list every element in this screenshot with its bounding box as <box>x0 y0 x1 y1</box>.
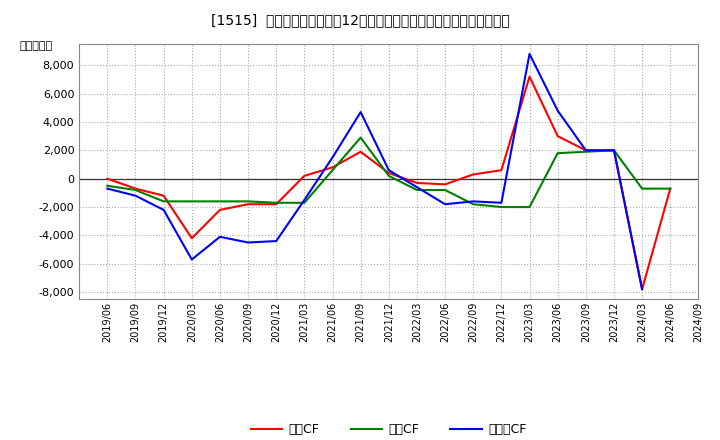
投資CF <box>103 183 112 188</box>
フリーCF <box>131 193 140 198</box>
営業CF <box>215 207 224 213</box>
フリーCF <box>610 148 618 153</box>
投資CF <box>497 205 505 210</box>
投資CF <box>554 150 562 156</box>
フリーCF <box>554 108 562 113</box>
フリーCF <box>215 234 224 239</box>
投資CF <box>384 173 393 179</box>
フリーCF <box>638 286 647 292</box>
投資CF <box>300 200 309 205</box>
投資CF <box>131 187 140 193</box>
フリーCF <box>187 257 196 262</box>
フリーCF <box>244 240 253 245</box>
営業CF <box>666 186 675 191</box>
営業CF <box>441 182 449 187</box>
営業CF <box>103 176 112 181</box>
投資CF <box>215 199 224 204</box>
フリーCF <box>582 148 590 153</box>
営業CF <box>582 148 590 153</box>
Line: フリーCF: フリーCF <box>107 54 642 289</box>
営業CF <box>328 165 337 170</box>
投資CF <box>469 202 477 207</box>
Text: [1515]  キャッシュフローの12か月移動合計の対前年同期増減額の推移: [1515] キャッシュフローの12か月移動合計の対前年同期増減額の推移 <box>211 13 509 27</box>
フリーCF <box>272 238 281 244</box>
投資CF <box>666 186 675 191</box>
営業CF <box>159 193 168 198</box>
投資CF <box>441 187 449 193</box>
営業CF <box>638 286 647 292</box>
フリーCF <box>497 200 505 205</box>
投資CF <box>610 148 618 153</box>
営業CF <box>187 235 196 241</box>
フリーCF <box>469 199 477 204</box>
営業CF <box>497 168 505 173</box>
フリーCF <box>103 186 112 191</box>
フリーCF <box>300 197 309 202</box>
投資CF <box>159 199 168 204</box>
投資CF <box>525 205 534 210</box>
営業CF <box>554 133 562 139</box>
営業CF <box>300 173 309 179</box>
Line: 営業CF: 営業CF <box>107 77 670 289</box>
フリーCF <box>356 110 365 115</box>
投資CF <box>244 199 253 204</box>
営業CF <box>356 149 365 154</box>
Y-axis label: （百万円）: （百万円） <box>19 41 53 51</box>
フリーCF <box>525 51 534 57</box>
営業CF <box>272 202 281 207</box>
投資CF <box>582 149 590 154</box>
Line: 投資CF: 投資CF <box>107 138 670 207</box>
フリーCF <box>441 202 449 207</box>
投資CF <box>413 187 421 193</box>
営業CF <box>469 172 477 177</box>
投資CF <box>638 186 647 191</box>
投資CF <box>187 199 196 204</box>
フリーCF <box>384 168 393 173</box>
投資CF <box>356 135 365 140</box>
フリーCF <box>159 207 168 213</box>
営業CF <box>525 74 534 79</box>
フリーCF <box>328 155 337 160</box>
営業CF <box>244 202 253 207</box>
フリーCF <box>413 184 421 190</box>
営業CF <box>384 170 393 176</box>
営業CF <box>131 186 140 191</box>
営業CF <box>610 148 618 153</box>
投資CF <box>272 200 281 205</box>
Legend: 営業CF, 投資CF, フリーCF: 営業CF, 投資CF, フリーCF <box>246 418 531 440</box>
投資CF <box>328 168 337 173</box>
営業CF <box>413 180 421 186</box>
